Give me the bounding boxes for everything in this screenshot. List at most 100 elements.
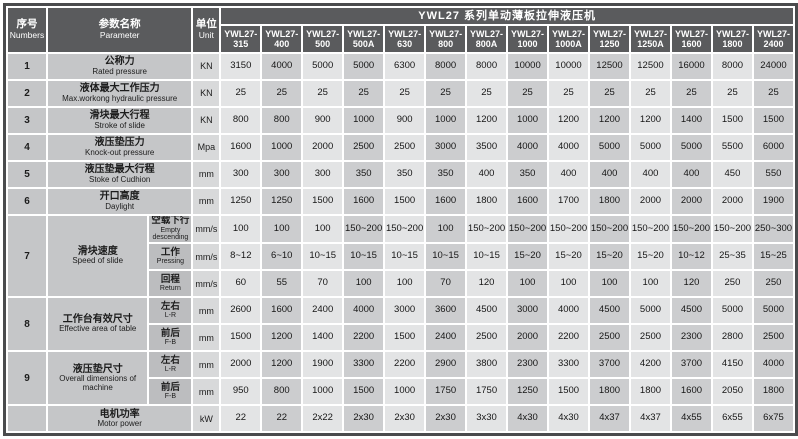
value-cell: 300	[303, 162, 343, 187]
model-header-YWL27-2400: YWL27- 2400	[753, 26, 793, 52]
value-cell: 10000	[508, 54, 548, 79]
param-name: 液体最大工作压力 Max.workong hydraulic pressure	[47, 81, 192, 106]
param-name-zh: 滑块最大行程	[89, 110, 150, 122]
model-header-YWL27-1000: YWL27- 1000	[508, 26, 548, 52]
value-cell: 1000	[508, 108, 548, 133]
value-cell: 15~20	[508, 244, 548, 270]
model-header-YWL27-500A: YWL27- 500A	[344, 26, 384, 52]
model-header-YWL27-630: YWL27- 630	[385, 26, 425, 52]
model-line1: YWL27-	[633, 28, 667, 39]
value-cell: 120	[467, 271, 507, 297]
value-cell: 3700	[671, 352, 711, 378]
param-name-zh: 滑块速度	[77, 246, 118, 258]
header-parameter: 参数名称 Parameter	[47, 8, 192, 52]
spec-table: 序号 Numbers 参数名称 Parameter 单位 Unit YWL27 …	[3, 3, 798, 437]
model-header-YWL27-800A: YWL27- 800A	[467, 26, 507, 52]
value-cell: 25	[508, 81, 548, 106]
unit-cell: mm	[193, 298, 220, 324]
unit-cell: mm/s	[193, 244, 220, 270]
value-cell: 2900	[426, 352, 466, 378]
row-number: 9	[8, 352, 46, 405]
unit-cell: mm	[193, 379, 220, 405]
model-line2: 500A	[352, 39, 375, 49]
value-cell: 12500	[590, 54, 629, 79]
header-numbers-en: Numbers	[9, 30, 45, 41]
value-cell: 25	[630, 81, 670, 106]
value-cell: 1750	[426, 379, 466, 405]
model-line2: 1250	[599, 39, 620, 49]
value-cell: 55	[262, 271, 302, 297]
model-line2: 1000A	[555, 39, 582, 49]
model-line2: 800A	[475, 39, 498, 49]
unit-cell: mm/s	[193, 271, 220, 297]
row-number: 7	[8, 216, 46, 297]
value-cell: 10~15	[467, 244, 507, 270]
model-header-YWL27-800: YWL27- 800	[426, 26, 466, 52]
value-cell: 5000	[630, 135, 670, 160]
value-cell: 450	[712, 162, 752, 187]
model-line1: YWL27-	[552, 28, 586, 39]
unit-cell: mm/s	[193, 216, 220, 243]
value-cell: 2400	[426, 325, 466, 351]
value-cell: 3800	[467, 352, 507, 378]
model-line1: YWL27-	[715, 28, 749, 39]
value-cell: 900	[303, 108, 343, 133]
value-cell: 150~200	[385, 216, 425, 243]
value-cell: 1000	[303, 379, 343, 405]
value-cell: 1500	[549, 379, 588, 405]
value-cell: 2000	[712, 189, 752, 214]
value-cell: 8000	[426, 54, 466, 79]
model-header-YWL27-400: YWL27- 400	[262, 26, 302, 52]
model-header-YWL27-1250A: YWL27- 1250A	[630, 26, 670, 52]
value-cell: 2500	[753, 325, 793, 351]
param-name-en: Speed of slide	[72, 256, 124, 266]
value-cell: 2050	[712, 379, 752, 405]
value-cell: 550	[753, 162, 793, 187]
param-sublabel-zh: 空载下行	[151, 216, 190, 226]
value-cell: 100	[303, 216, 343, 243]
param-sublabel: 前后 F-B	[149, 325, 192, 351]
param-sublabel-zh: 前后	[160, 327, 180, 339]
value-cell: 10~15	[426, 244, 466, 270]
header-unit-en: Unit	[198, 30, 214, 41]
value-cell: 15~20	[549, 244, 588, 270]
value-cell: 2000	[630, 189, 670, 214]
value-cell: 350	[344, 162, 384, 187]
param-name-zh: 液体最大工作压力	[79, 83, 160, 95]
value-cell: 25	[712, 81, 752, 106]
value-cell: 100	[426, 216, 466, 243]
param-name-zh: 工作台有效尺寸	[62, 314, 133, 326]
value-cell: 8000	[712, 54, 752, 79]
value-cell: 1500	[221, 325, 261, 351]
header-parameter-zh: 参数名称	[98, 18, 141, 31]
value-cell: 250~300	[753, 216, 793, 243]
value-cell: 70	[426, 271, 466, 297]
value-cell: 10~12	[671, 244, 711, 270]
value-cell: 1250	[262, 189, 302, 214]
model-header-YWL27-500: YWL27- 500	[303, 26, 343, 52]
value-cell: 3x30	[467, 406, 507, 432]
param-name: 电机功率 Motor power	[47, 406, 192, 432]
param-name-en: Motor power	[97, 418, 142, 428]
value-cell: 1500	[303, 189, 343, 214]
model-line2: 800	[438, 39, 454, 49]
value-cell: 250	[712, 271, 752, 297]
value-cell: 3000	[426, 135, 466, 160]
value-cell: 350	[385, 162, 425, 187]
model-line1: YWL27-	[347, 28, 381, 39]
row-number: 8	[8, 298, 46, 351]
model-line1: YWL27-	[592, 28, 626, 39]
row-number: 5	[8, 162, 46, 187]
value-cell: 3000	[385, 298, 425, 324]
value-cell: 1000	[426, 108, 466, 133]
value-cell: 100	[344, 271, 384, 297]
value-cell: 4x37	[590, 406, 629, 432]
model-line1: YWL27-	[306, 28, 340, 39]
value-cell: 1500	[385, 189, 425, 214]
value-cell: 100	[221, 216, 261, 243]
param-sublabel: 左右 L-R	[149, 352, 192, 378]
header-numbers-zh: 序号	[16, 18, 38, 31]
value-cell: 2x22	[303, 406, 343, 432]
value-cell: 1800	[630, 379, 670, 405]
value-cell: 10~15	[303, 244, 343, 270]
